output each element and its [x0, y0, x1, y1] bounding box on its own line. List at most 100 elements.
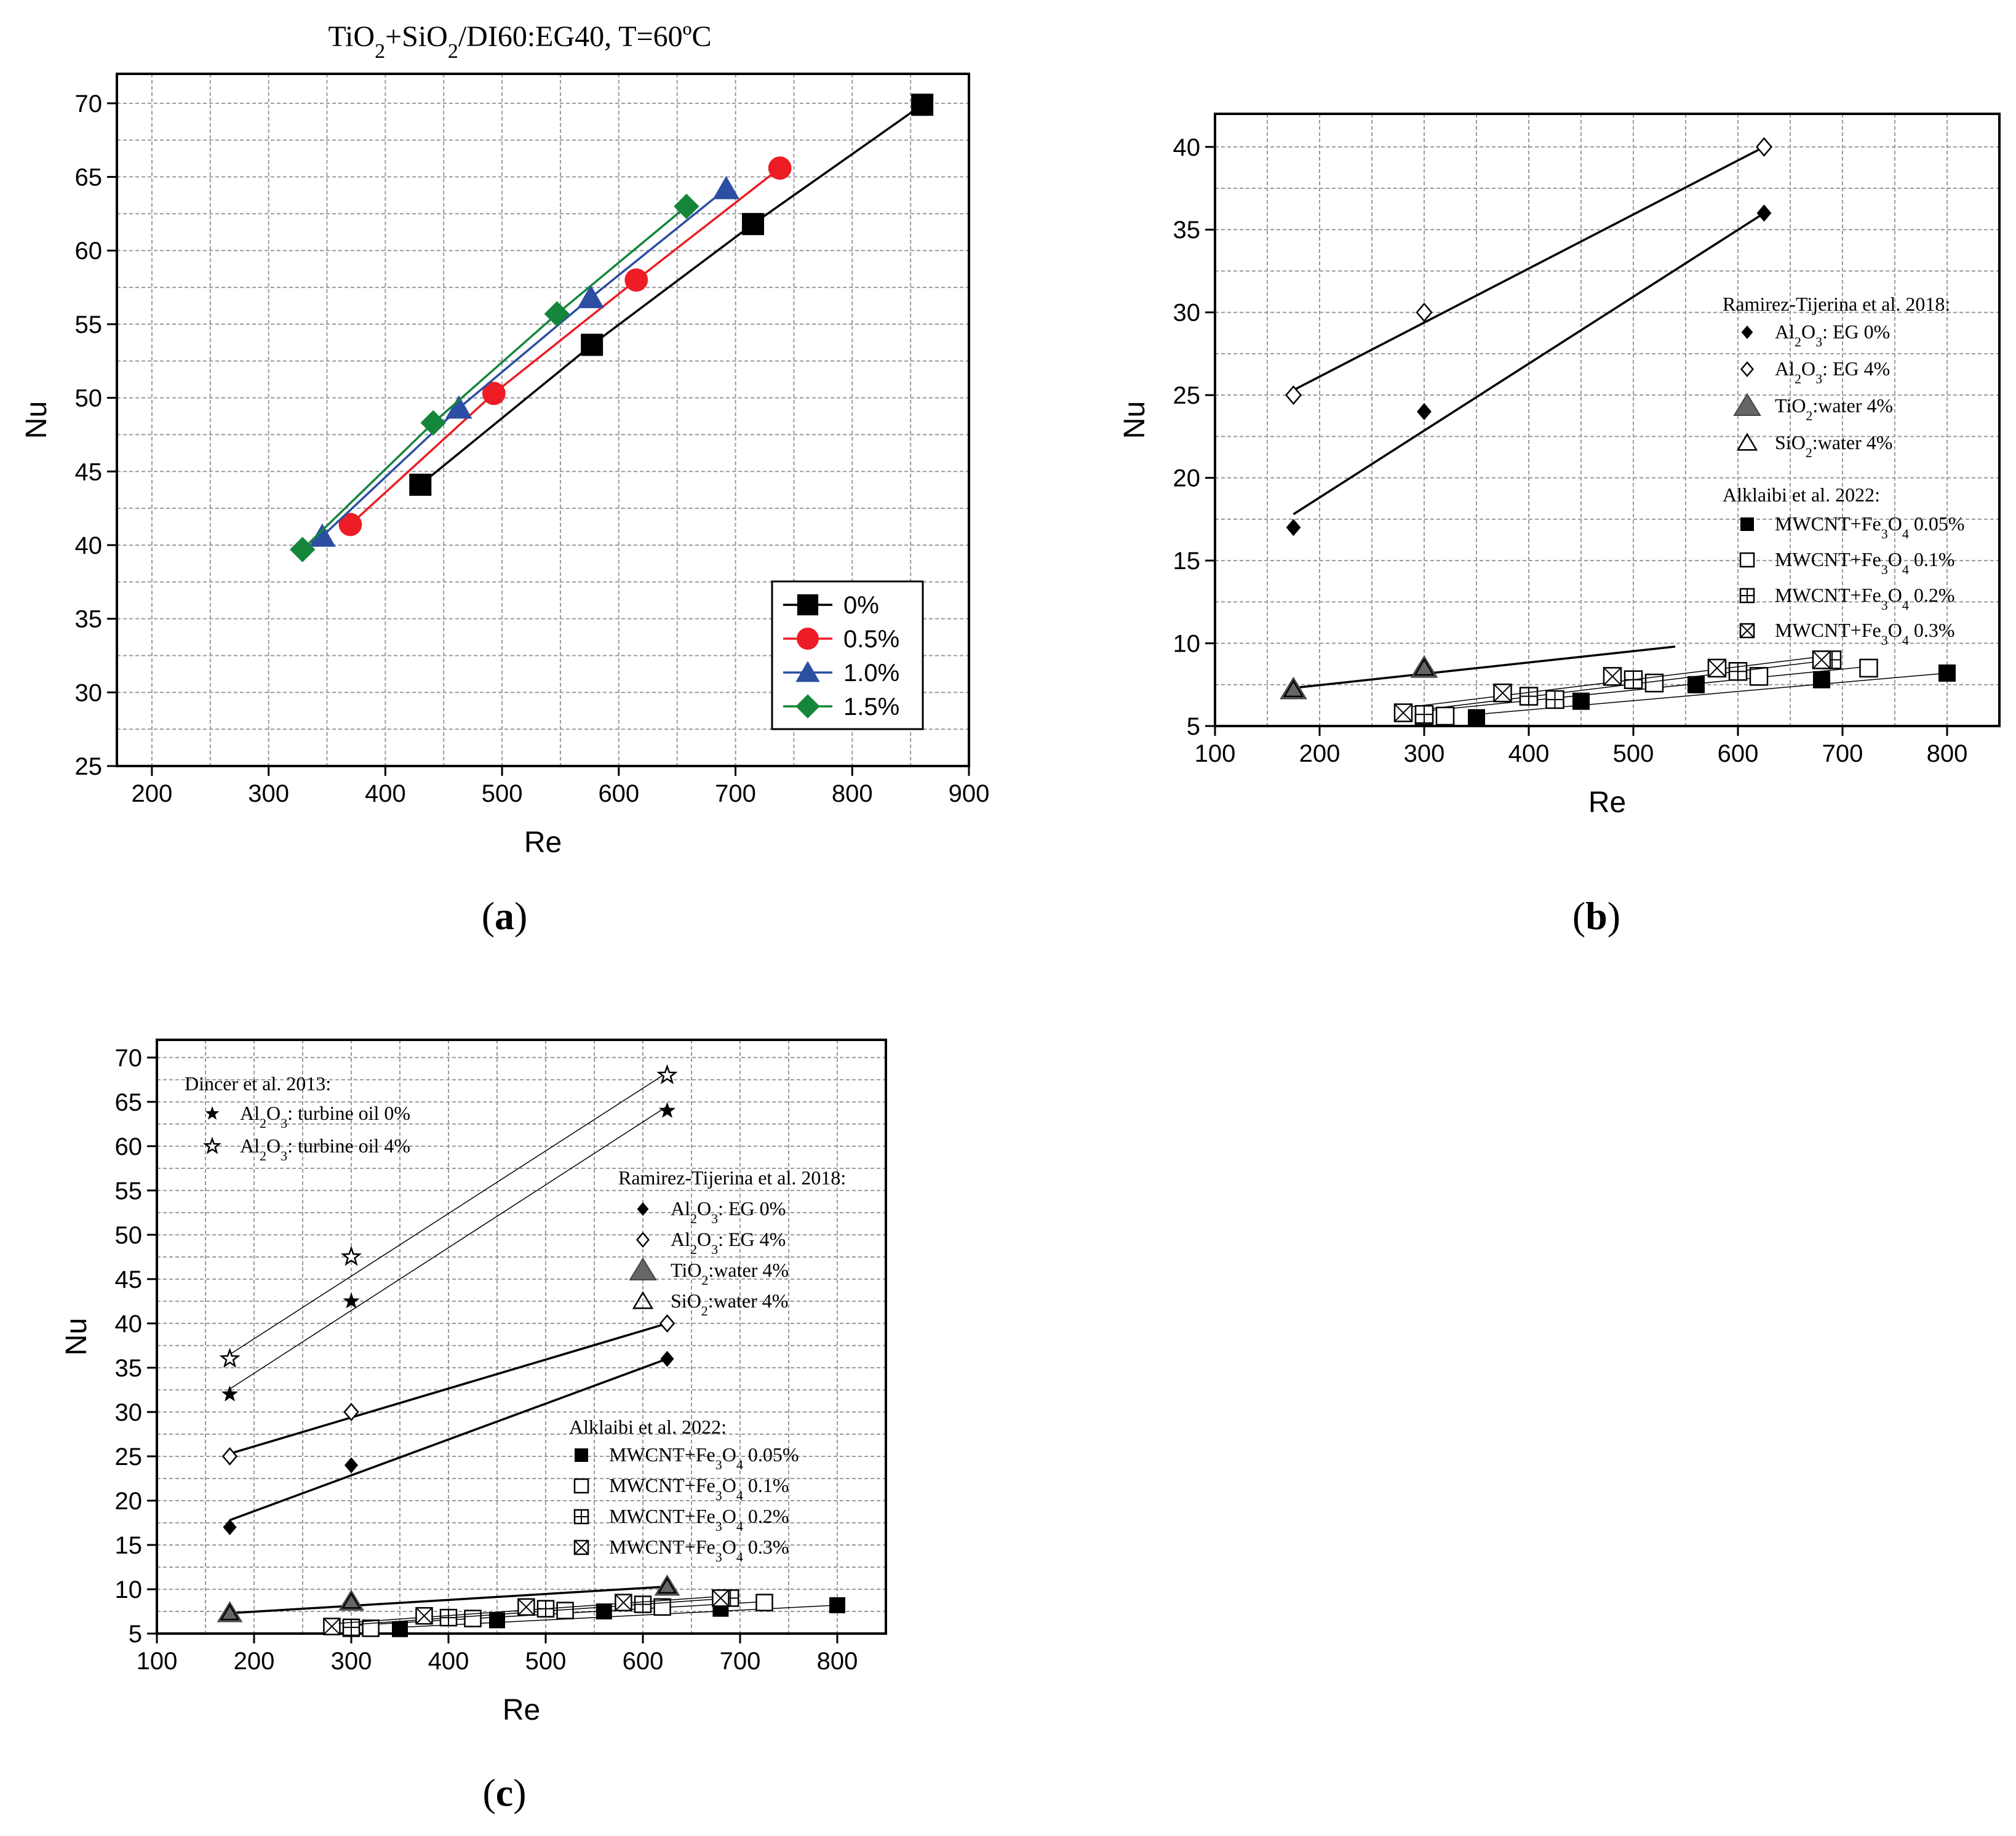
- y-tick-label: 30: [1173, 300, 1201, 327]
- data-point: [829, 1597, 845, 1613]
- series: [1280, 137, 1956, 727]
- y-tick-label: 70: [75, 90, 103, 118]
- series-2: [1280, 645, 1676, 700]
- legend-marker: [573, 1478, 589, 1494]
- data-point: [221, 1447, 238, 1466]
- data-point: [392, 1621, 408, 1637]
- chart-panel-b: 100 200 300 400 500 600 700 800 5 10 15 20 25 30 35 40 R…: [1118, 113, 2001, 938]
- x-tick-label: 600: [598, 780, 639, 807]
- grid: [117, 74, 969, 766]
- y-tick-label: 25: [115, 1443, 143, 1471]
- x-tick-label: 400: [428, 1648, 469, 1675]
- x-tick-label: 800: [817, 1648, 858, 1675]
- y-tick-label: 45: [75, 458, 103, 485]
- legend-label: Al2O3: turbine oil 0%: [240, 1102, 410, 1131]
- y-tick-label: 55: [115, 1178, 143, 1205]
- legend-label: MWCNT+Fe3O4 0.2%: [609, 1505, 789, 1534]
- x-tick-label: 100: [137, 1648, 178, 1675]
- legend-label: Al2O3: EG 0%: [671, 1197, 786, 1226]
- x-tick-label: 500: [482, 780, 523, 807]
- legend-label: SiO2:water 4%: [671, 1290, 788, 1319]
- y-axis-label: Nu: [60, 1318, 93, 1355]
- data-point: [1707, 658, 1727, 678]
- y-tick-label: 55: [75, 311, 103, 338]
- y-tick-label: 30: [75, 679, 103, 706]
- legend-marker: [1736, 433, 1758, 451]
- data-point: [634, 1595, 652, 1613]
- legend-label: MWCNT+Fe3O4 0.3%: [609, 1536, 789, 1565]
- x-tick-label: 200: [234, 1648, 275, 1675]
- data-point: [1756, 204, 1772, 222]
- legend-marker: [573, 1539, 589, 1555]
- y-tick-label: 5: [129, 1621, 142, 1648]
- y-tick-label: 50: [115, 1222, 143, 1249]
- series-line: [349, 167, 781, 525]
- y-tick-label: 45: [115, 1266, 143, 1293]
- fit-line: [229, 1357, 668, 1522]
- series-7: [342, 1594, 773, 1637]
- y-axis-label: Nu: [20, 401, 53, 439]
- series-2: [309, 175, 740, 547]
- data-point: [1286, 519, 1301, 537]
- data-point: [340, 1245, 362, 1266]
- data-point: [1435, 706, 1455, 726]
- data-point: [581, 333, 604, 356]
- fit-line: [229, 1585, 667, 1614]
- series-0: [1286, 204, 1772, 537]
- data-point: [712, 1589, 730, 1607]
- axis-ticks: 200 300 400 500 600 700 800 900 25 30 35 40 45 50 55 60…: [75, 90, 990, 807]
- data-point: [338, 513, 362, 537]
- data-point: [1603, 667, 1622, 686]
- y-tick-label: 20: [115, 1488, 143, 1515]
- x-tick-label: 900: [949, 780, 990, 807]
- series-3: [1283, 658, 1435, 698]
- y-tick-label: 70: [115, 1045, 143, 1072]
- data-point: [624, 268, 648, 292]
- y-tick-label: 30: [115, 1399, 143, 1426]
- data-point: [420, 410, 446, 436]
- x-axis-label: Re: [524, 826, 562, 859]
- data-point: [338, 1589, 364, 1611]
- data-point: [1493, 683, 1512, 703]
- fit-line: [229, 1106, 667, 1390]
- series-0: [221, 1101, 676, 1402]
- data-point: [712, 175, 740, 199]
- x-tick-label: 300: [331, 1648, 372, 1675]
- legend-label: TiO2:water 4%: [671, 1259, 789, 1288]
- x-tick-label: 600: [623, 1648, 664, 1675]
- data-point: [344, 1457, 359, 1474]
- chart-panel-c: 100 200 300 400 500 600 700 800 5 10 15 20 25 30 35 40 4…: [60, 1039, 887, 1814]
- y-axis-label: Nu: [1118, 401, 1151, 439]
- panel-caption: (a): [482, 894, 528, 938]
- x-tick-label: 600: [1718, 740, 1759, 767]
- legend-marker: [795, 694, 820, 719]
- plot-frame: [156, 1039, 887, 1635]
- series-line: [301, 206, 688, 551]
- series-7: [1393, 650, 1831, 722]
- y-tick-label: 25: [75, 753, 103, 780]
- data-point: [464, 1610, 482, 1627]
- y-tick-label: 35: [115, 1355, 143, 1382]
- legend-label: 1.5%: [843, 693, 899, 720]
- legend-label: SiO2:water 4%: [1775, 431, 1892, 460]
- legend-marker: [205, 1106, 220, 1120]
- x-tick-label: 500: [525, 1648, 567, 1675]
- data-point: [615, 1594, 632, 1611]
- data-point: [217, 1601, 243, 1622]
- data-point: [1468, 709, 1485, 727]
- data-point: [1624, 670, 1643, 689]
- legend-group-title: Dincer et al. 2013:: [185, 1072, 331, 1095]
- legend-marker: [637, 1202, 649, 1216]
- x-tick-label: 500: [1613, 740, 1654, 767]
- data-point: [221, 1385, 239, 1402]
- data-point: [439, 1608, 458, 1627]
- y-tick-label: 5: [1187, 713, 1200, 740]
- data-point: [219, 1347, 241, 1368]
- data-point: [1417, 403, 1432, 421]
- legend-marker: [202, 1136, 222, 1154]
- data-point: [660, 1351, 674, 1367]
- x-axis-label: Re: [503, 1694, 540, 1726]
- legend-label: MWCNT+Fe3O4 0.3%: [1775, 619, 1954, 648]
- data-point: [658, 1101, 676, 1118]
